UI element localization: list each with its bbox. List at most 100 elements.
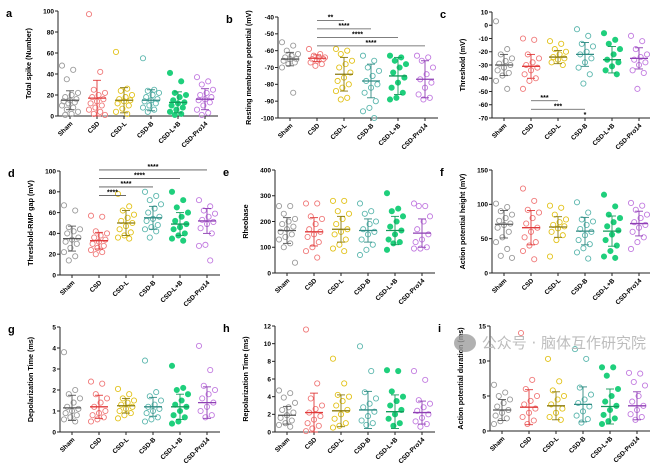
data-point: [615, 227, 622, 234]
data-point: [425, 54, 432, 61]
y-tick-label: -20: [479, 49, 489, 56]
data-point: [144, 87, 151, 94]
data-point: [410, 367, 418, 375]
data-point: [60, 202, 68, 209]
data-point: [280, 244, 287, 251]
data-point: [497, 252, 504, 259]
significance-label: ***: [554, 103, 562, 110]
data-point: [341, 380, 348, 387]
data-point: [64, 230, 71, 237]
x-tick-label: CSD-L+B: [377, 122, 402, 147]
data-point: [99, 380, 106, 387]
data-point: [184, 209, 192, 216]
y-tick-label: -80: [265, 82, 275, 89]
x-tick-label: CSD-B: [356, 122, 376, 142]
panel-letter: c: [440, 9, 446, 21]
data-point: [195, 97, 202, 104]
x-tick-label: CSD: [304, 277, 319, 292]
watermark: 公众号 · 脑体互作研究院: [453, 334, 646, 352]
data-point: [90, 110, 97, 117]
data-point: [198, 111, 205, 118]
data-point: [314, 200, 321, 207]
y-tick-label: 80: [49, 189, 57, 196]
data-point: [588, 228, 595, 235]
data-point: [171, 111, 178, 118]
data-point: [393, 94, 400, 101]
data-point: [318, 402, 326, 409]
data-point: [97, 68, 104, 75]
data-point: [341, 248, 348, 255]
data-point: [344, 47, 351, 54]
data-point: [130, 397, 138, 404]
data-point: [100, 414, 107, 421]
x-tick-label: Sham: [59, 279, 77, 297]
x-tick-label: Sham: [491, 122, 509, 140]
x-tick-label: CSD: [521, 122, 536, 137]
data-point: [195, 342, 203, 349]
x-tick-label: CSD: [521, 277, 536, 292]
data-point: [275, 387, 283, 394]
data-point: [143, 217, 150, 224]
y-tick-label: 200: [260, 219, 271, 226]
data-point: [410, 245, 418, 252]
data-point: [580, 80, 587, 87]
data-point: [197, 225, 204, 232]
x-tick-label: CSD-L+B: [591, 122, 616, 147]
data-point: [288, 417, 295, 424]
data-point: [602, 67, 609, 74]
data-point: [640, 69, 647, 76]
data-point: [125, 102, 132, 109]
data-point: [75, 234, 82, 241]
data-point: [490, 381, 498, 388]
data-point: [302, 248, 310, 255]
data-point: [89, 412, 96, 419]
x-tick-label: CSD-B: [570, 277, 590, 297]
data-point: [141, 226, 149, 233]
data-point: [546, 38, 554, 45]
data-point: [130, 211, 138, 218]
data-point: [332, 45, 340, 53]
data-point: [412, 418, 419, 425]
data-point: [643, 211, 650, 218]
panel-c: c -70 -60 -50 -40 -30 -20 -10 0 10 Threshold (mV) S…: [440, 9, 650, 151]
y-tick-label: -70: [479, 115, 489, 122]
data-point: [492, 200, 500, 207]
data-point: [410, 200, 418, 207]
data-point: [415, 202, 422, 210]
data-point: [504, 204, 511, 211]
y-tick-label: 15: [479, 323, 487, 330]
data-point: [64, 403, 71, 410]
data-point: [287, 202, 294, 210]
y-tick-label: -70: [265, 65, 275, 72]
data-point: [600, 411, 607, 418]
data-point: [358, 417, 365, 424]
data-point: [616, 215, 624, 222]
data-point: [558, 204, 565, 211]
x-tick-label: CSD-B: [138, 436, 158, 456]
data-point: [531, 256, 538, 263]
panel-letter: b: [226, 14, 233, 26]
data-point: [344, 94, 351, 101]
data-point: [92, 251, 99, 258]
data-point: [197, 407, 204, 415]
data-point: [307, 395, 314, 402]
data-point: [146, 234, 153, 241]
y-tick-label: 4: [267, 394, 271, 401]
data-point: [331, 415, 338, 422]
data-point: [118, 401, 125, 408]
data-point: [302, 200, 310, 207]
data-point: [612, 203, 619, 210]
data-point: [573, 412, 580, 419]
data-point: [369, 420, 376, 427]
data-point: [114, 385, 122, 393]
x-tick-label: CSD-L: [541, 435, 560, 454]
y-tick-label: 100: [477, 202, 488, 209]
data-point: [521, 401, 528, 408]
data-point: [141, 98, 148, 105]
y-tick-label: 0: [267, 270, 271, 277]
data-point: [146, 197, 153, 204]
y-tick-label: 0: [52, 272, 56, 279]
data-point: [615, 59, 622, 66]
y-tick-label: 10: [264, 341, 272, 348]
